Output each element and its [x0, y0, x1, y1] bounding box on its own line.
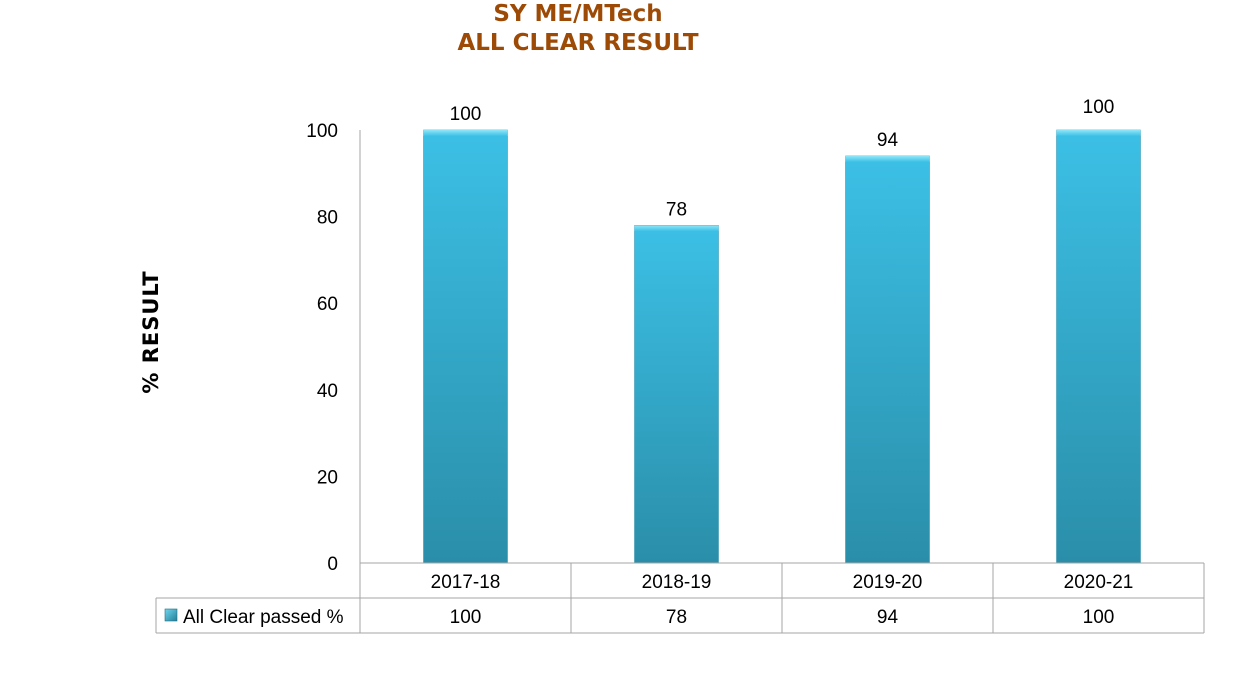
- bar-cap: [423, 130, 508, 136]
- y-tick-label: 0: [327, 554, 338, 575]
- y-tick-label: 100: [306, 121, 338, 142]
- table-value: 78: [666, 607, 687, 628]
- y-tick-label: 60: [317, 294, 338, 315]
- chart-title-line-2: ALL CLEAR RESULT: [457, 30, 699, 56]
- x-tick-label: 2020-21: [1064, 572, 1134, 593]
- x-tick-label: 2019-20: [853, 572, 923, 593]
- bar: [423, 129, 508, 564]
- data-label: 94: [877, 130, 899, 151]
- x-tick-label: 2017-18: [431, 572, 501, 593]
- table-value: 100: [1083, 607, 1115, 628]
- y-tick-label: 40: [317, 381, 338, 402]
- table-value: 94: [877, 607, 899, 628]
- data-label: 100: [1083, 97, 1115, 118]
- legend-swatch: [164, 608, 178, 622]
- bar: [634, 225, 719, 564]
- bar-cap: [845, 155, 930, 162]
- bar-cap: [634, 225, 719, 232]
- data-label: 100: [450, 104, 482, 125]
- y-tick-label: 80: [317, 208, 338, 229]
- x-tick-label: 2018-19: [642, 572, 712, 593]
- data-label: 78: [666, 199, 687, 220]
- bar: [845, 155, 930, 564]
- table-value: 100: [450, 607, 482, 628]
- bar: [1056, 129, 1141, 564]
- y-tick-label: 20: [317, 467, 338, 488]
- bar-cap: [1056, 130, 1141, 136]
- chart-title-line-1: SY ME/MTech: [493, 1, 663, 27]
- legend-label: All Clear passed %: [183, 607, 344, 628]
- chart-title: SY ME/MTech ALL CLEAR RESULT: [0, 0, 1156, 58]
